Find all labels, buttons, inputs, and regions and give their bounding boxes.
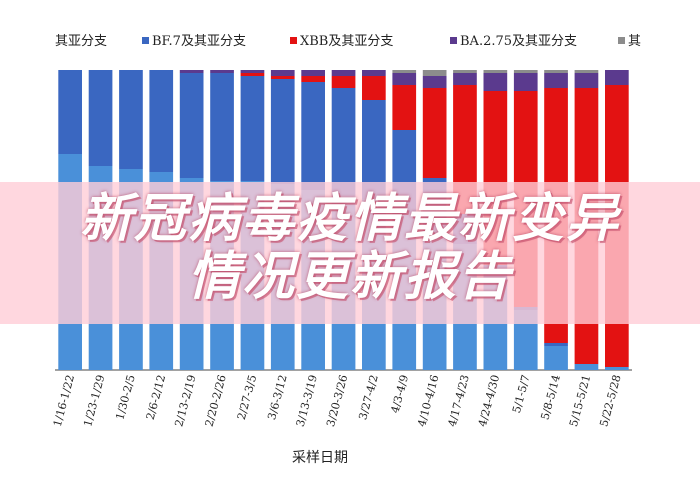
legend-label: 其亚分支 [55,34,107,49]
x-tick-label: 3/13-3/19 [294,373,320,428]
bar-segment-4-13 [453,70,477,73]
bar-segment-3-11 [392,73,417,85]
legend-item-4: 其 [618,34,641,49]
bar-segment-2-9 [331,76,356,88]
x-tick-label: 3/6-3/12 [265,373,289,421]
x-tick-label: 4/3-4/9 [388,373,411,414]
bar-segment-3-9 [331,70,356,76]
legend-swatch [142,37,149,44]
bar-segment-2-6 [240,73,265,76]
bar-segment-0-18 [605,367,629,370]
bar-segment-2-13 [453,85,477,214]
x-tick-label: 5/8-5/14 [539,373,563,421]
x-tick-label: 3/20-3/26 [324,373,350,428]
legend-swatch [290,37,297,44]
bar-segment-3-14 [483,73,508,91]
bar-segment-1-4 [179,73,204,178]
bar-segment-0-17 [574,364,599,370]
bar-segment-4-16 [544,70,568,73]
legend-swatch [618,37,625,44]
bar-segment-1-10 [362,100,386,199]
legend-label: BA.2.75及其亚分支 [460,34,577,49]
x-tick-label: 3/27-4/2 [356,373,380,421]
title-banner [0,182,700,324]
bar-segment-3-12 [422,76,447,88]
banner-title-line-2: 情况更新报告 [187,247,512,307]
bar-segment-2-7 [270,76,295,79]
bar-segment-1-3 [149,70,174,172]
bar-segment-3-16 [544,73,568,88]
x-tick-label: 4/24-4/30 [476,373,502,428]
bar-segment-1-1 [88,70,113,166]
bar-segment-3-6 [240,70,265,73]
chart-legend: 其亚分支 BF.7及其亚分支 XBB及其亚分支 BA.2.75及其亚分支 其 [55,34,641,49]
bar-segment-4-17 [574,70,599,73]
bar-segment-4-14 [483,70,508,73]
x-tick-label: 2/27-3/5 [235,373,259,421]
bar-segment-4-15 [513,70,538,73]
x-tick-label: 4/10-4/16 [415,373,441,428]
x-tick-label: 1/23-1/29 [81,373,107,428]
x-tick-labels: 1/16-1/22 1/23-1/29 1/30-2/5 2/6-2/12 2/13-2… [51,373,624,428]
bar-segment-3-15 [513,73,538,91]
legend-swatch [450,37,457,44]
bar-segment-1-2 [119,70,143,169]
legend-label: BF.7及其亚分支 [152,34,246,49]
bar-segment-3-18 [605,70,629,85]
bar-segment-4-11 [392,70,417,73]
bar-segment-3-8 [301,70,325,76]
bar-segment-3-17 [574,73,599,88]
bar-segment-4-12 [422,70,447,76]
bar-segment-0-16 [544,346,568,370]
x-tick-label: 5/1-5/7 [510,373,533,414]
x-tick-label: 5/15-5/21 [567,373,593,428]
bar-segment-3-13 [453,73,477,85]
bar-segment-2-12 [422,88,447,178]
x-tick-label: 2/6-2/12 [144,373,168,421]
bar-segment-2-11 [392,85,417,130]
bar-segment-1-8 [301,82,325,190]
x-tick-label: 1/30-2/5 [113,373,137,421]
bar-segment-3-5 [210,70,234,73]
bar-segment-3-7 [270,70,295,76]
bar-segment-3-10 [362,70,386,76]
x-tick-label: 5/22-5/28 [597,373,623,428]
bar-segment-2-10 [362,76,386,100]
bar-segment-3-4 [179,70,204,73]
x-tick-label: 2/20-2/26 [203,373,229,428]
legend-item-2: XBB及其亚分支 [290,34,393,49]
legend-item-0: 其亚分支 [55,34,107,49]
bar-segment-1-6 [240,76,265,181]
bar-segment-1-7 [270,79,295,184]
bar-segment-1-16 [544,343,568,346]
bar-segment-2-8 [301,76,325,82]
bar-segment-1-0 [58,70,82,154]
legend-item-3: BA.2.75及其亚分支 [450,34,577,49]
legend-item-1: BF.7及其亚分支 [142,34,246,49]
bar-segment-0-15 [513,310,538,370]
x-tick-label: 1/16-1/22 [51,373,77,428]
legend-label: 其 [628,34,641,49]
x-tick-label: 2/13-2/19 [172,373,198,428]
bar-segment-1-5 [210,73,234,181]
x-tick-label: 4/17-4/23 [446,373,472,428]
banner-title: 新冠病毒疫情最新变异 情况更新报告 [0,190,700,306]
banner-title-line-1: 新冠病毒疫情最新变异 [79,189,620,249]
x-axis-title: 采样日期 [292,450,348,466]
bar-segment-1-9 [331,88,356,196]
legend-label: XBB及其亚分支 [300,34,393,49]
